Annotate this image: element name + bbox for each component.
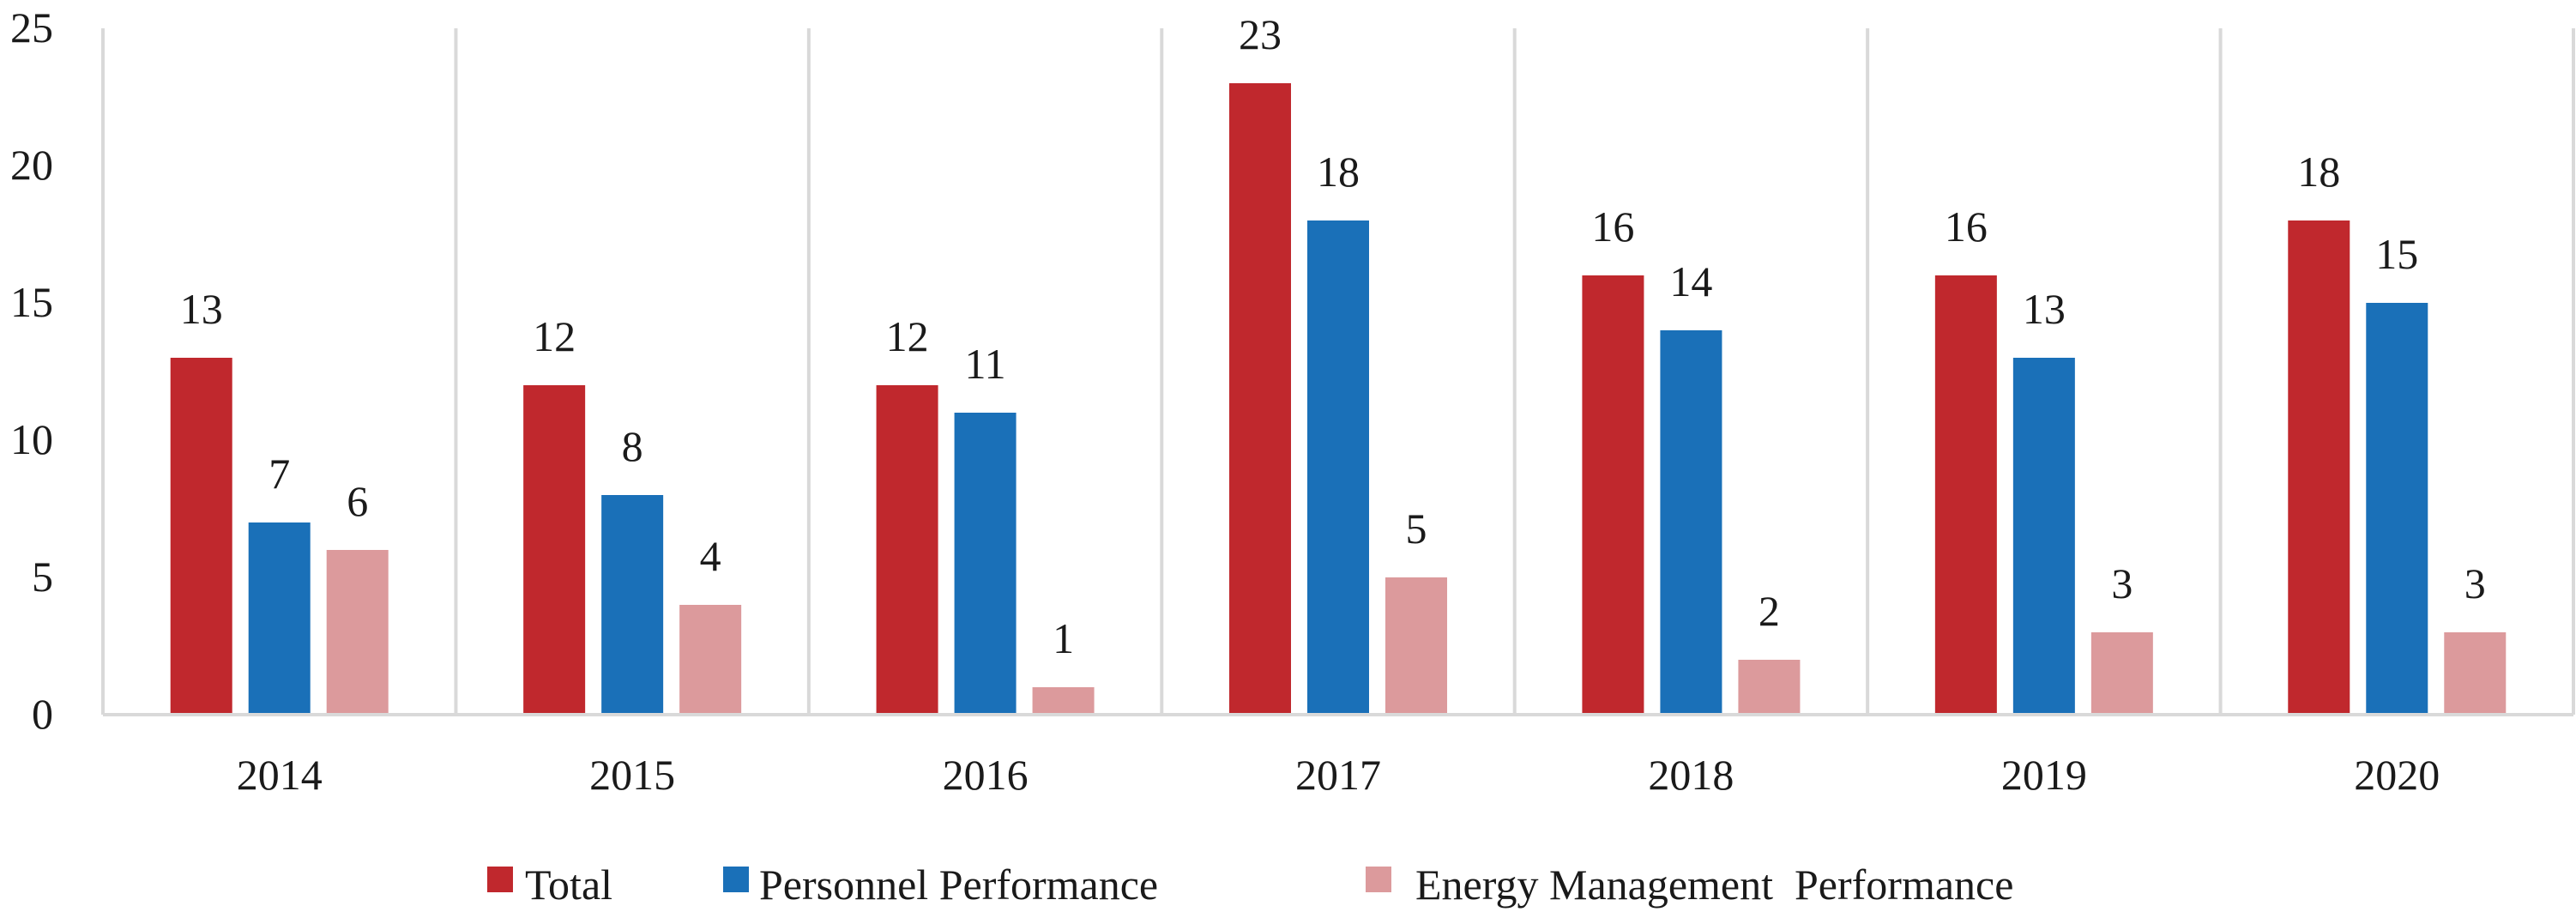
data-label-personnel-performance-2018: 14 bbox=[1669, 257, 1712, 305]
y-tick-label: 0 bbox=[32, 690, 53, 738]
x-tick-label-2014: 2014 bbox=[237, 751, 323, 799]
bar-energy-management-performance-2019 bbox=[2090, 632, 2153, 715]
y-tick-label: 15 bbox=[10, 278, 53, 326]
bar-energy-management-performance-2015 bbox=[679, 605, 742, 715]
data-label-personnel-performance-2015: 8 bbox=[622, 422, 643, 470]
x-tick-label-2018: 2018 bbox=[1648, 751, 1734, 799]
data-label-total-2019: 16 bbox=[1945, 202, 1988, 251]
bar-total-2019 bbox=[1934, 275, 1997, 715]
x-axis-ticks: 2014 2015 2016 2017 2018 2019 2020 bbox=[237, 751, 2440, 799]
data-label-energy-management-performance-2015: 4 bbox=[700, 532, 721, 580]
legend-swatch-total bbox=[487, 867, 513, 892]
bar-total-2016 bbox=[876, 385, 938, 715]
legend-item-total: Total bbox=[487, 861, 612, 909]
bar-energy-management-performance-2014 bbox=[326, 550, 389, 715]
legend-item-energy-management-performance: Energy Management Performance bbox=[1366, 861, 2013, 909]
legend: Total Personnel Performance Energy Manag… bbox=[487, 861, 2013, 909]
data-label-energy-management-performance-2014: 6 bbox=[347, 477, 368, 525]
bars bbox=[170, 83, 2507, 715]
bar-total-2018 bbox=[1582, 275, 1644, 715]
y-tick-label: 10 bbox=[10, 415, 53, 463]
bar-personnel-performance-2014 bbox=[248, 522, 311, 715]
data-label-personnel-performance-2019: 13 bbox=[2023, 285, 2066, 333]
bar-personnel-performance-2017 bbox=[1307, 220, 1369, 715]
y-tick-label: 5 bbox=[32, 553, 53, 601]
bar-personnel-performance-2015 bbox=[601, 495, 664, 715]
data-label-energy-management-performance-2016: 1 bbox=[1053, 614, 1074, 662]
bar-energy-management-performance-2020 bbox=[2444, 632, 2507, 715]
bar-total-2017 bbox=[1229, 83, 1291, 715]
bar-energy-management-performance-2018 bbox=[1738, 660, 1801, 715]
legend-label-total: Total bbox=[525, 861, 612, 909]
data-label-energy-management-performance-2020: 3 bbox=[2464, 559, 2486, 607]
data-label-total-2014: 13 bbox=[180, 285, 223, 333]
data-label-personnel-performance-2020: 15 bbox=[2375, 230, 2418, 278]
bar-total-2015 bbox=[523, 385, 586, 715]
x-tick-label-2019: 2019 bbox=[2001, 751, 2087, 799]
y-tick-label: 25 bbox=[10, 3, 53, 51]
legend-label-personnel-performance: Personnel Performance bbox=[759, 861, 1158, 909]
y-axis-ticks: 0 5 10 15 20 25 bbox=[10, 3, 53, 738]
data-label-personnel-performance-2016: 11 bbox=[964, 340, 1005, 388]
legend-swatch-energy-management-performance bbox=[1366, 867, 1391, 892]
bar-energy-management-performance-2017 bbox=[1385, 577, 1447, 715]
data-label-personnel-performance-2014: 7 bbox=[268, 450, 290, 498]
category-separators bbox=[101, 28, 2575, 715]
data-label-energy-management-performance-2017: 5 bbox=[1406, 504, 1427, 553]
data-label-energy-management-performance-2019: 3 bbox=[2111, 559, 2133, 607]
bar-total-2014 bbox=[170, 358, 232, 715]
data-label-total-2016: 12 bbox=[886, 312, 929, 360]
x-tick-label-2016: 2016 bbox=[943, 751, 1029, 799]
bar-total-2020 bbox=[2288, 220, 2350, 715]
data-label-total-2018: 16 bbox=[1591, 202, 1634, 251]
data-label-total-2017: 23 bbox=[1239, 10, 1282, 58]
data-label-personnel-performance-2017: 18 bbox=[1317, 148, 1360, 196]
legend-swatch-personnel-performance bbox=[723, 867, 749, 892]
bar-personnel-performance-2019 bbox=[2012, 358, 2075, 715]
data-label-total-2020: 18 bbox=[2297, 148, 2340, 196]
bar-personnel-performance-2020 bbox=[2366, 303, 2428, 715]
y-tick-label: 20 bbox=[10, 141, 53, 189]
x-tick-label-2015: 2015 bbox=[589, 751, 675, 799]
bar-energy-management-performance-2016 bbox=[1032, 687, 1095, 715]
bar-personnel-performance-2018 bbox=[1660, 330, 1722, 715]
x-tick-label-2020: 2020 bbox=[2354, 751, 2440, 799]
legend-item-personnel-performance: Personnel Performance bbox=[723, 861, 1158, 909]
bar-personnel-performance-2016 bbox=[954, 413, 1017, 715]
data-label-total-2015: 12 bbox=[533, 312, 576, 360]
data-label-energy-management-performance-2018: 2 bbox=[1759, 587, 1780, 635]
x-tick-label-2017: 2017 bbox=[1295, 751, 1381, 799]
legend-label-energy-management-performance: Energy Management Performance bbox=[1415, 861, 2013, 909]
